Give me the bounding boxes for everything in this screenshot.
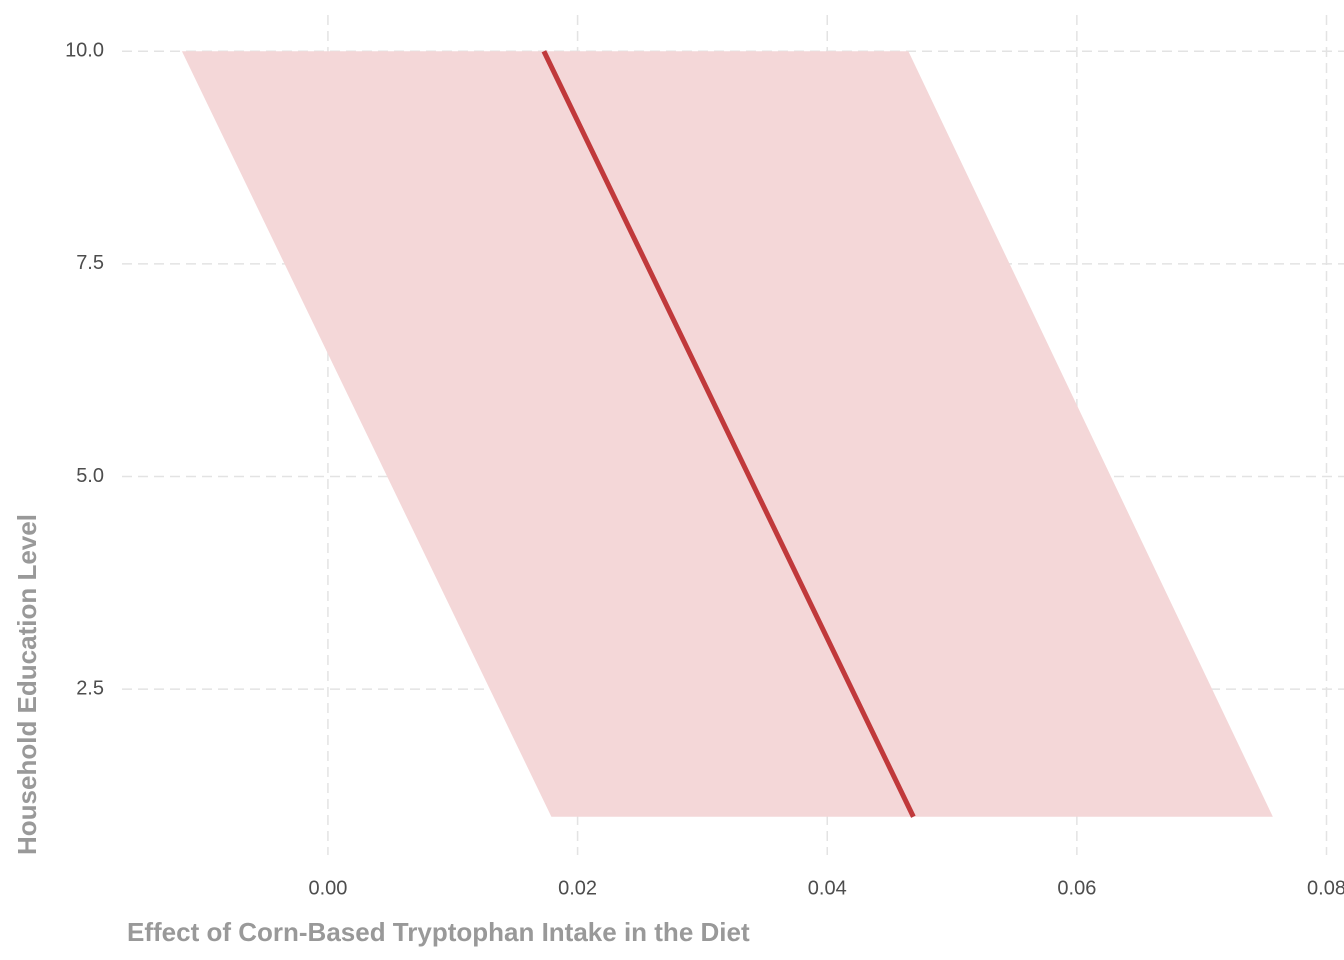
- x-tick-label: 0.02: [558, 877, 597, 899]
- effect-line: [541, 50, 916, 818]
- y-axis-title: Household Education Level: [12, 514, 42, 855]
- y-tick-label: 2.5: [76, 677, 104, 699]
- y-tick-label: 7.5: [76, 252, 104, 274]
- x-axis-title: Effect of Corn-Based Tryptophan Intake i…: [127, 917, 750, 947]
- x-tick-label: 0.06: [1057, 877, 1096, 899]
- y-tick-label: 5.0: [76, 465, 104, 487]
- x-tick-label: 0.08: [1307, 877, 1344, 899]
- x-tick-label: 0.04: [808, 877, 847, 899]
- x-tick-label: 0.00: [308, 877, 347, 899]
- y-tick-label: 10.0: [65, 40, 104, 62]
